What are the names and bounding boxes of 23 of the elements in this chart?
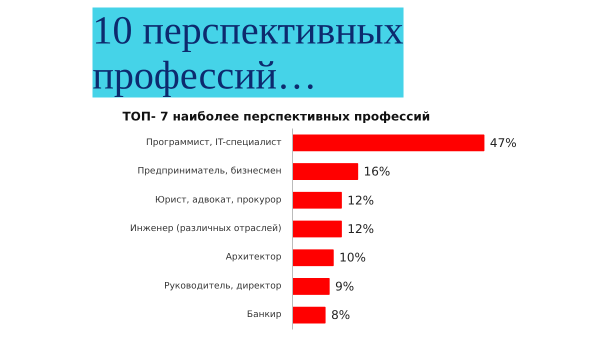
y-tick-label: Инженер (различных отраслей) — [130, 224, 282, 234]
chart-title: 10 перспективных профессий… — [92, 8, 404, 98]
bar — [292, 249, 334, 266]
data-label: 8% — [331, 308, 350, 322]
y-tick-label: Программист, IT-специалист — [146, 138, 282, 148]
bar — [292, 220, 342, 238]
data-label: 12% — [347, 193, 374, 208]
bar — [292, 134, 484, 152]
data-label: 47% — [490, 136, 517, 150]
y-tick-label: Предприниматель, бизнесмен — [137, 166, 282, 177]
data-label: 9% — [335, 279, 354, 294]
bar — [292, 163, 358, 180]
y-tick-label: Юрист, адвокат, прокурор — [155, 195, 282, 206]
bar — [292, 278, 330, 295]
y-tick-label: Руководитель, директор — [164, 281, 282, 292]
y-tick-label: Банкир — [246, 310, 282, 320]
y-tick-label: Архитектор — [226, 252, 282, 263]
bar — [292, 306, 326, 324]
bar — [292, 192, 342, 209]
data-label: 12% — [347, 222, 374, 236]
data-label: 10% — [339, 250, 366, 265]
chart-subtitle: ТОП- 7 наиболее перспективных профессий — [122, 110, 430, 124]
data-label: 16% — [364, 164, 390, 179]
